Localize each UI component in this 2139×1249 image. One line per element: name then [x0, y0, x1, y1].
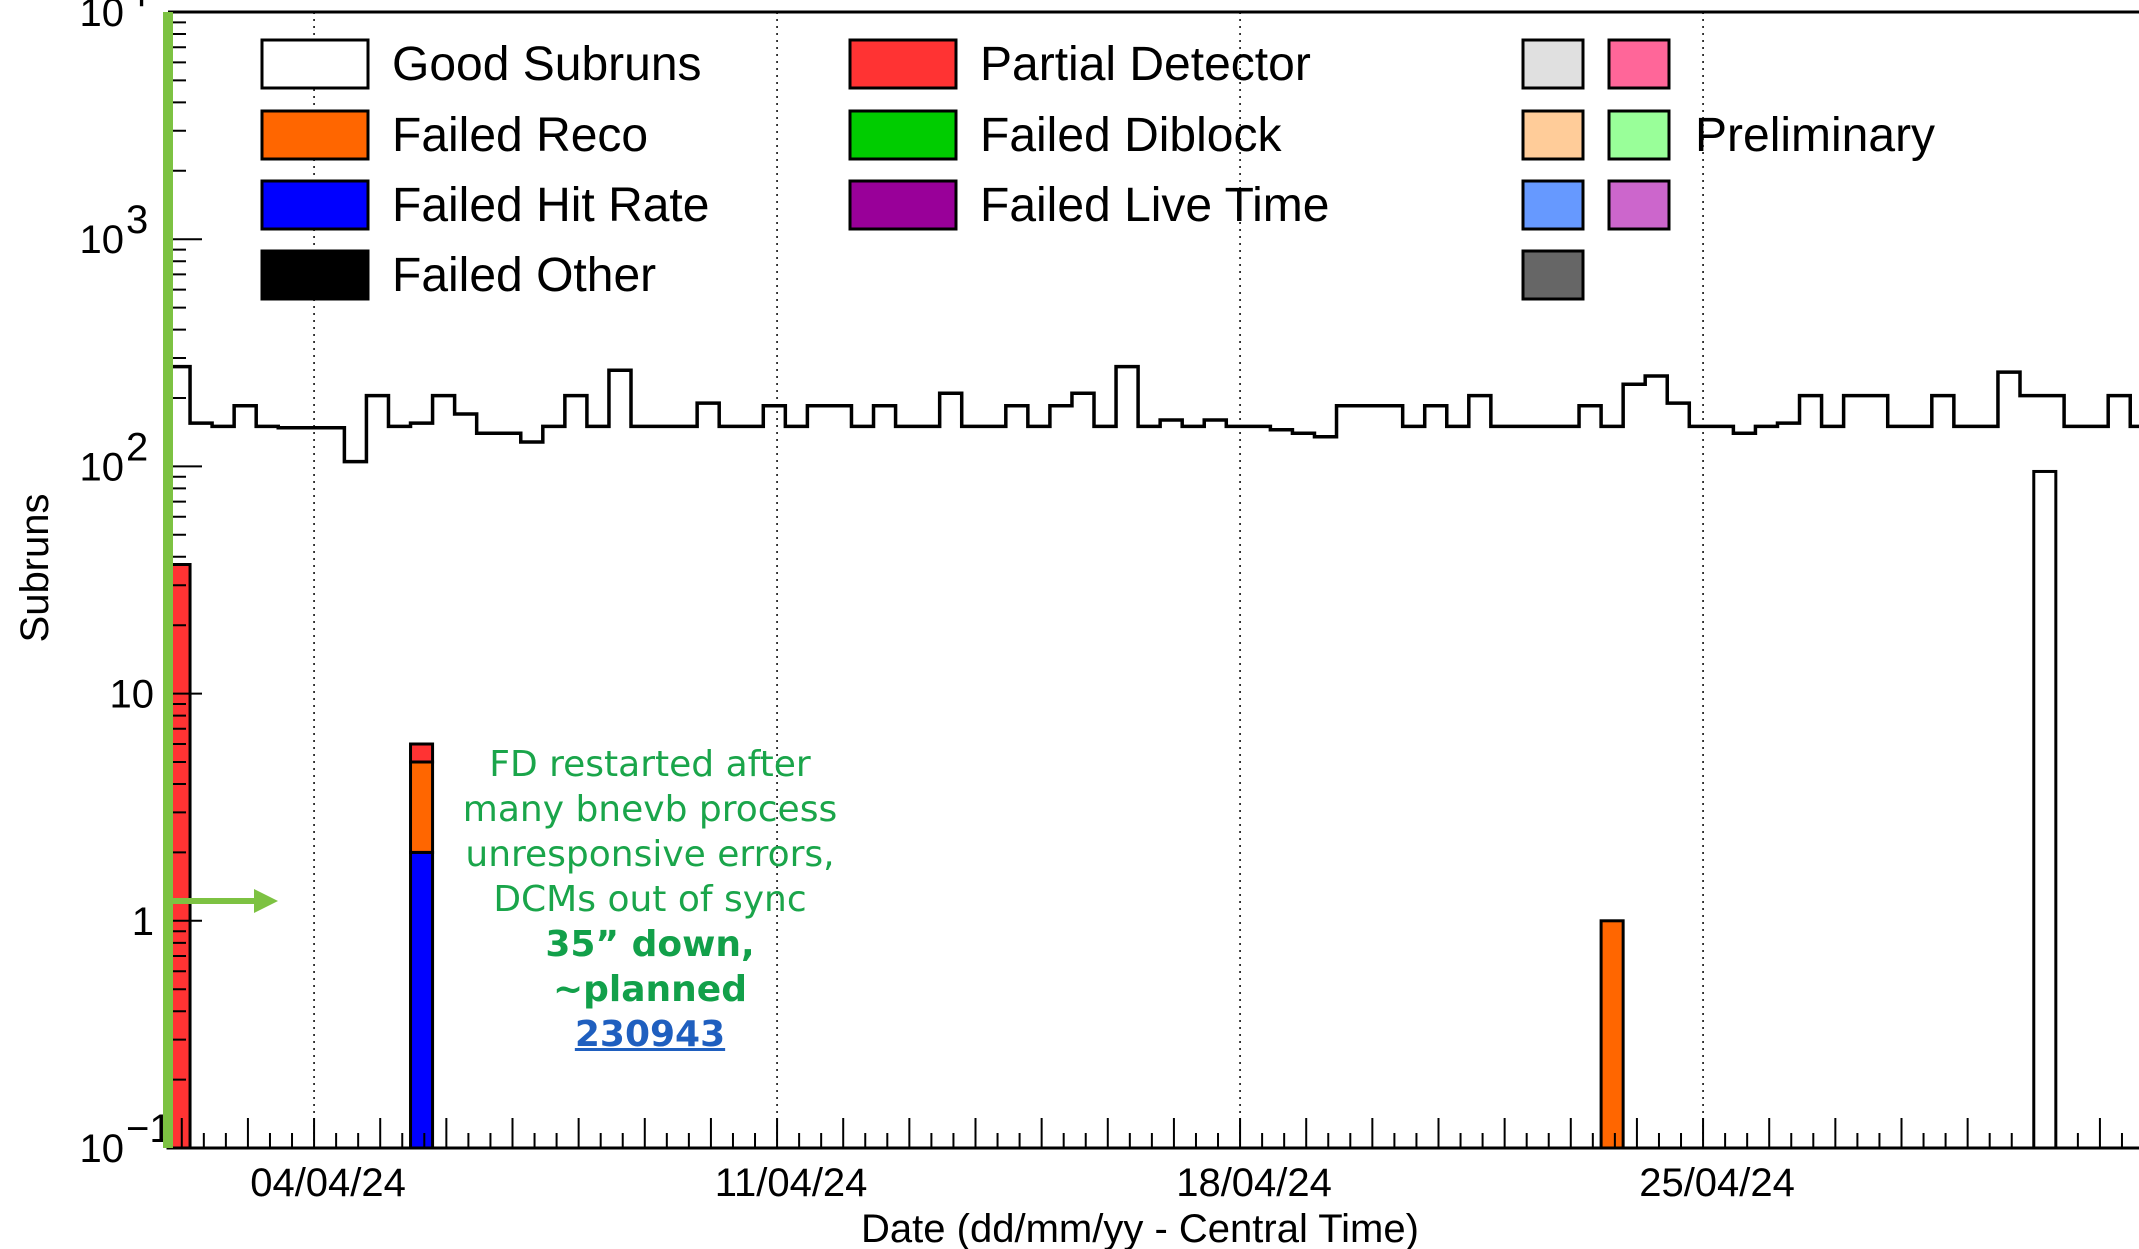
legend-label: Failed Diblock: [980, 109, 1282, 162]
legend-swatch: [1607, 179, 1671, 231]
x-tick-label: 11/04/24: [715, 1161, 868, 1205]
y-tick-exponent: 2: [126, 425, 148, 469]
y-tick-label: 10: [110, 673, 155, 717]
legend-label: Failed Live Time: [980, 179, 1329, 232]
legend-label: Failed Hit Rate: [392, 179, 709, 232]
legend-swatch: [1521, 38, 1585, 90]
failed-bar-segment: [409, 742, 435, 764]
legend-label: Partial Detector: [980, 38, 1311, 91]
legend-swatch: [848, 109, 958, 161]
legend: Good Subruns Failed Reco Failed Hit Rate Fa…: [260, 38, 1935, 302]
legend-swatch: [260, 249, 370, 301]
annotation-line: DCMs out of sync: [493, 879, 807, 920]
y-tick-exponent: 4: [126, 0, 148, 15]
y-tick-label: 1: [132, 900, 154, 944]
highlight-markers: [163, 12, 278, 1148]
annotation-box: FD restarted after many bnevb process un…: [420, 742, 880, 1057]
annotation-bold-line: ~planned: [552, 969, 747, 1010]
annotation-line: FD restarted after: [489, 744, 811, 785]
arrow-head: [254, 889, 278, 913]
y-tick-label: 10: [80, 218, 125, 262]
x-tick-label: 18/04/24: [1176, 1161, 1332, 1205]
y-tick-label: 10: [80, 0, 125, 35]
good-subruns-series: [168, 364, 2139, 464]
legend-swatch: [1521, 109, 1585, 161]
annotation-bold-line: 35” down,: [545, 924, 755, 965]
axes: 10−111010210310404/04/2411/04/2418/04/24…: [80, 0, 2139, 1205]
legend-swatch: [848, 38, 958, 90]
x-axis-label: Date (dd/mm/yy - Central Time): [861, 1207, 1419, 1249]
annotation-line: many bnevb process: [462, 789, 838, 830]
annotation-line: unresponsive errors,: [465, 834, 835, 875]
legend-swatch: [1607, 38, 1671, 90]
x-tick-label: 25/04/24: [1639, 1161, 1795, 1205]
x-tick-label: 04/04/24: [250, 1161, 406, 1205]
legend-swatch: [1607, 109, 1671, 161]
legend-label: Good Subruns: [392, 38, 702, 91]
legend-swatch: [1521, 249, 1585, 301]
good-subruns-line: [168, 364, 2139, 464]
legend-swatch: [260, 38, 370, 90]
highlight-bar: [163, 12, 173, 1148]
legend-swatch: [1521, 179, 1585, 231]
y-axis-label: Subruns: [13, 494, 57, 643]
legend-label: Failed Other: [392, 249, 656, 302]
legend-label: Failed Reco: [392, 109, 648, 162]
legend-swatch: [260, 179, 370, 231]
grid-lines: [313, 12, 1704, 1148]
y-tick-exponent: 3: [126, 198, 148, 242]
legend-swatch: [260, 109, 370, 161]
failed-bar-segment: [2032, 469, 2058, 1150]
run-number-link[interactable]: 230943: [574, 1014, 726, 1055]
y-tick-label: 10: [80, 1127, 125, 1171]
failed-bar-segment: [1599, 919, 1625, 1150]
preliminary-label: Preliminary: [1695, 109, 1935, 162]
y-tick-label: 10: [80, 445, 125, 489]
legend-swatch: [848, 179, 958, 231]
